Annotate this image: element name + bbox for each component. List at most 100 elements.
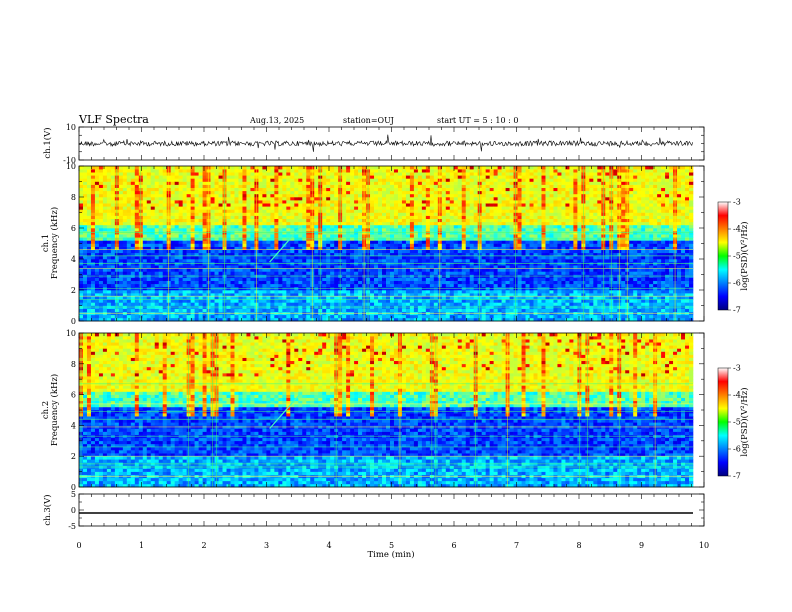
spectrogram-cell — [441, 243, 447, 247]
spectrogram-cell — [401, 203, 407, 207]
spectrogram-cell — [374, 299, 379, 303]
spectrogram-cell — [397, 209, 403, 213]
spectrogram-cell — [170, 169, 175, 173]
spectrogram-cell — [461, 175, 467, 179]
spectrogram-cell — [146, 197, 152, 201]
spectrogram-cell — [190, 178, 195, 182]
spectrogram-cell — [90, 299, 96, 303]
spectrogram-cell — [266, 212, 271, 216]
spectrogram-cell — [118, 218, 124, 223]
spectrogram-cell — [122, 259, 128, 263]
spectrogram-cell — [262, 308, 267, 312]
spectrogram-cell — [94, 277, 100, 281]
spectrogram-cell — [274, 243, 279, 247]
spectrogram-cell — [118, 187, 124, 192]
spectrogram-cell — [374, 175, 379, 179]
spectrogram-cell — [162, 203, 168, 207]
spectrogram-cell — [174, 243, 179, 247]
spectrogram-cell — [453, 317, 459, 322]
spectrogram-cell — [358, 290, 363, 294]
spectrogram-cell — [142, 265, 148, 269]
spectrogram-cell — [378, 259, 383, 263]
spectrogram-cell — [230, 290, 235, 294]
spectrogram-cell — [306, 212, 311, 216]
spectrogram-cell — [270, 184, 275, 188]
spectrogram-cell — [433, 218, 439, 223]
spectrogram-cell — [457, 166, 463, 170]
spectrogram-cell — [433, 259, 439, 263]
spectrogram-cell — [150, 317, 156, 322]
spectrogram-cell — [302, 215, 307, 219]
spectrogram-cell — [154, 215, 160, 219]
spectrogram-cell — [453, 268, 459, 272]
spectrogram-cell — [154, 290, 160, 294]
spectrogram-cell — [302, 175, 307, 179]
spectrogram-cell — [286, 166, 291, 170]
spectrogram-cell — [421, 283, 427, 288]
spectrogram-cell — [198, 193, 203, 198]
spectrogram-cell — [294, 184, 299, 188]
spectrogram-cell — [449, 224, 455, 229]
spectrogram-cell — [413, 277, 419, 281]
spectrogram-cell — [350, 200, 355, 204]
spectrogram-cell — [350, 296, 355, 300]
spectrogram-cell — [214, 234, 219, 238]
spectrogram-cell — [210, 271, 215, 275]
spectrogram-cell — [441, 175, 447, 179]
spectrogram-cell — [258, 228, 263, 232]
spectrogram-cell — [465, 296, 471, 300]
spectrogram-cell — [210, 308, 215, 312]
spectrogram-cell — [246, 277, 251, 281]
spectrogram-cell — [258, 200, 263, 204]
spectrogram-cell — [314, 197, 319, 201]
spectrogram-cell — [174, 181, 179, 185]
spectrogram-cell — [449, 252, 455, 257]
spectrogram-cell — [90, 184, 96, 188]
spectrogram-cell — [358, 212, 363, 216]
spectrogram-cell — [126, 249, 132, 254]
spectrogram-cell — [445, 299, 451, 303]
spectrogram-cell — [94, 200, 100, 204]
spectrogram-cell — [210, 187, 215, 192]
spectrogram-cell — [270, 218, 275, 223]
spectrogram-cell — [214, 181, 219, 185]
spectrogram-cell — [429, 280, 435, 285]
spectrogram-cell — [162, 187, 168, 192]
spectrogram-cell — [342, 265, 347, 269]
spectrogram-cell — [226, 259, 231, 263]
spectrogram-cell — [358, 314, 363, 319]
spectrogram-cell — [110, 169, 116, 173]
spectrogram-cell — [130, 246, 136, 250]
spectrogram-cell — [405, 246, 411, 250]
spectrogram-cell — [397, 240, 403, 244]
spectrogram-cell — [94, 249, 100, 254]
spectrogram-cell — [94, 224, 100, 229]
spectrogram-cell — [302, 317, 307, 322]
spectrogram-cell — [234, 193, 239, 198]
spectrogram-cell — [298, 221, 303, 226]
spectrogram-cell — [118, 296, 124, 300]
spectrogram-cell — [409, 184, 415, 188]
spectrogram-cell — [190, 203, 195, 207]
spectrogram-cell — [202, 181, 207, 185]
spectrogram-cell — [190, 218, 195, 223]
spectrogram-cell — [393, 203, 399, 207]
spectrogram-cell — [374, 190, 379, 195]
spectrogram-cell — [330, 200, 335, 204]
spectrogram-cell — [226, 290, 231, 294]
spectrogram-cell — [150, 243, 156, 247]
spectrogram-cell — [370, 299, 375, 303]
spectrogram-cell — [79, 200, 84, 204]
spectrogram-cell — [322, 172, 327, 176]
spectrogram-cell — [346, 218, 351, 223]
spectrogram-cell — [322, 169, 327, 173]
spectrogram-cell — [230, 218, 235, 223]
spectrogram-cell — [266, 277, 271, 281]
spectrogram-cell — [358, 249, 363, 254]
spectrogram-cell — [274, 296, 279, 300]
spectrogram-cell — [461, 212, 467, 216]
spectrogram-cell — [198, 169, 203, 173]
spectrogram-cell — [298, 228, 303, 232]
spectrogram-cell — [294, 290, 299, 294]
spectrogram-cell — [429, 234, 435, 238]
